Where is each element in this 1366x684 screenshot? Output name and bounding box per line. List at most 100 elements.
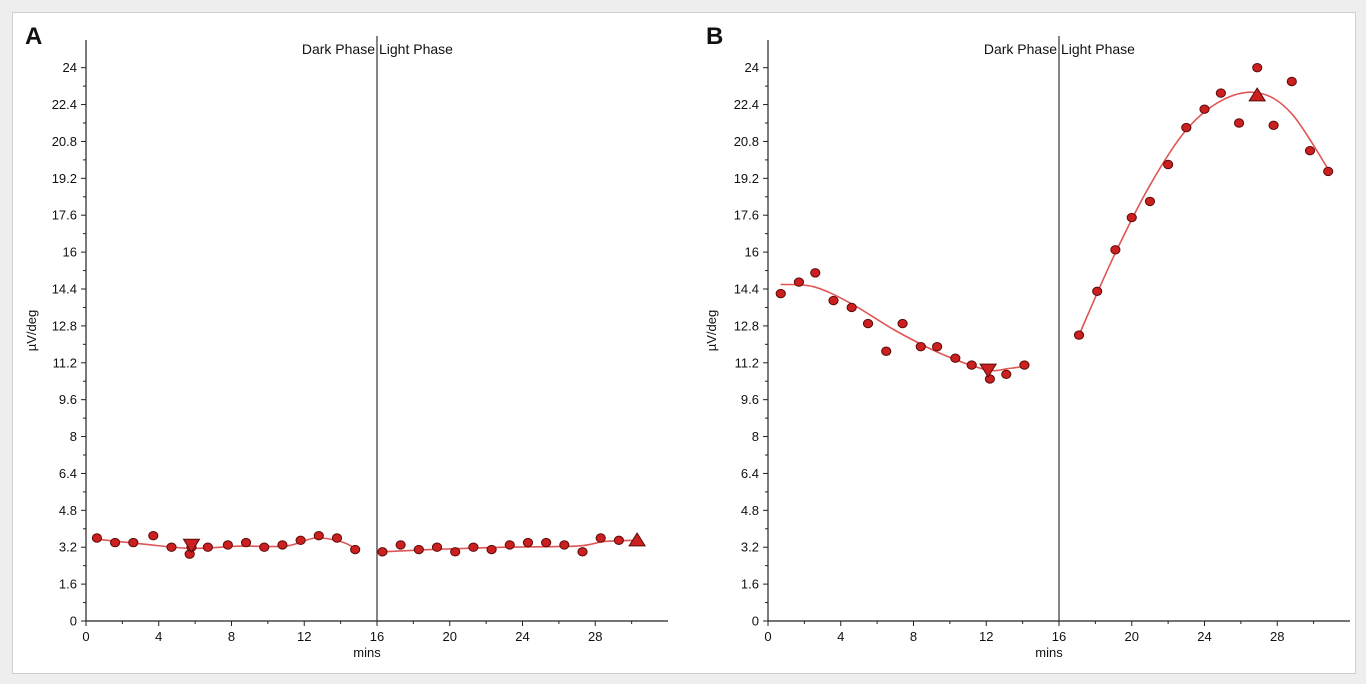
data-point — [577, 547, 588, 557]
data-point — [1286, 76, 1297, 87]
y-tick-label: 22.4 — [52, 97, 77, 112]
y-tick-label: 16 — [63, 245, 77, 260]
minimum-marker — [182, 538, 201, 554]
data-point — [1163, 159, 1174, 170]
data-point — [202, 542, 213, 552]
x-tick-label: 0 — [764, 629, 771, 644]
maximum-marker — [1248, 87, 1267, 102]
x-axis-title: mins — [1035, 645, 1063, 660]
x-tick-label: 8 — [910, 629, 917, 644]
data-point — [331, 533, 343, 543]
data-point — [1268, 120, 1279, 131]
panel-letter: B — [706, 23, 723, 50]
y-tick-label: 16 — [745, 245, 759, 260]
y-tick-label: 3.2 — [59, 540, 77, 555]
y-tick-label: 6.4 — [59, 466, 77, 481]
x-tick-label: 24 — [1197, 629, 1211, 644]
y-tick-label: 6.4 — [741, 466, 759, 481]
data-point — [810, 268, 821, 278]
y-tick-label: 17.6 — [734, 208, 759, 223]
series-dark-phase — [775, 268, 1030, 384]
data-point — [395, 540, 406, 550]
x-tick-label: 16 — [370, 629, 384, 644]
maximum-marker — [628, 532, 647, 547]
y-axis-title: µV/deg — [24, 310, 39, 351]
data-point — [259, 542, 270, 552]
data-point — [377, 547, 388, 557]
data-point — [613, 535, 624, 546]
data-point — [1199, 104, 1210, 114]
y-tick-label: 17.6 — [52, 208, 77, 223]
data-point — [881, 346, 892, 356]
x-tick-label: 28 — [588, 629, 602, 644]
y-tick-label: 11.2 — [53, 355, 77, 370]
y-tick-label: 14.4 — [52, 282, 77, 297]
data-point — [1073, 330, 1085, 340]
y-tick-label: 9.6 — [59, 392, 77, 407]
x-tick-label: 24 — [515, 629, 529, 644]
chart-panel-a: A 0 1.6 3.2 4.8 6.4 8 9.6 11.2 12.8 14.4 16 17.6 19.2… — [24, 23, 668, 660]
x-tick-label: 8 — [228, 629, 235, 644]
x-tick-label: 12 — [297, 629, 311, 644]
data-point — [897, 318, 908, 329]
chart-panel-b: B 0 1.6 3.2 4.8 6.4 8 9.6 11.2 12.8 14.4 16 17.6 19.2… — [704, 23, 1350, 660]
data-point — [222, 540, 233, 550]
y-tick-label: 1.6 — [741, 577, 759, 592]
data-point — [541, 537, 552, 548]
data-point — [504, 540, 515, 550]
x-tick-label: 28 — [1270, 629, 1284, 644]
x-tick-label: 12 — [979, 629, 993, 644]
y-tick-label: 22.4 — [734, 97, 759, 112]
data-point — [915, 341, 926, 352]
data-point — [148, 530, 159, 541]
panel-letter: A — [25, 23, 42, 50]
y-tick-label: 0 — [752, 614, 759, 629]
y-tick-label: 14.4 — [734, 282, 759, 297]
data-point — [166, 542, 177, 552]
series-light-phase — [377, 532, 647, 557]
data-point — [1233, 118, 1245, 128]
data-point — [932, 341, 943, 352]
y-tick-label: 24 — [63, 60, 77, 75]
data-point — [984, 374, 995, 384]
y-tick-label: 4.8 — [741, 503, 759, 518]
data-point — [1252, 62, 1263, 73]
data-point — [1144, 196, 1156, 207]
figure-frame — [12, 12, 1356, 674]
data-point — [775, 288, 786, 299]
data-point — [559, 540, 570, 550]
series-dark-phase — [91, 530, 361, 559]
data-point — [240, 537, 252, 548]
y-tick-label: 4.8 — [59, 503, 77, 518]
fit-curve — [1078, 91, 1329, 336]
data-point — [468, 542, 479, 552]
y-tick-label: 12.8 — [734, 318, 759, 333]
y-tick-label: 19.2 — [52, 171, 77, 186]
y-tick-label: 12.8 — [52, 318, 77, 333]
minimum-marker — [979, 363, 998, 378]
x-tick-label: 20 — [443, 629, 457, 644]
data-point — [966, 360, 977, 370]
data-point — [828, 295, 839, 306]
data-point — [950, 353, 961, 363]
data-point — [91, 533, 103, 543]
data-point — [1001, 369, 1012, 380]
y-tick-label: 8 — [752, 429, 759, 444]
data-point — [128, 537, 139, 548]
y-tick-label: 3.2 — [741, 540, 759, 555]
y-tick-label: 19.2 — [734, 171, 759, 186]
x-axis-title: mins — [353, 645, 381, 660]
data-point — [846, 302, 857, 313]
data-point — [431, 542, 443, 552]
data-point — [450, 547, 461, 557]
data-point — [1110, 245, 1121, 255]
y-tick-label: 11.2 — [735, 355, 759, 370]
data-point — [1019, 360, 1030, 370]
x-tick-label: 4 — [837, 629, 844, 644]
y-tick-label: 20.8 — [52, 134, 77, 149]
x-tick-label: 16 — [1052, 629, 1066, 644]
dark-phase-label: Dark Phase — [302, 41, 375, 57]
y-tick-label: 24 — [745, 60, 759, 75]
data-point — [413, 544, 424, 555]
